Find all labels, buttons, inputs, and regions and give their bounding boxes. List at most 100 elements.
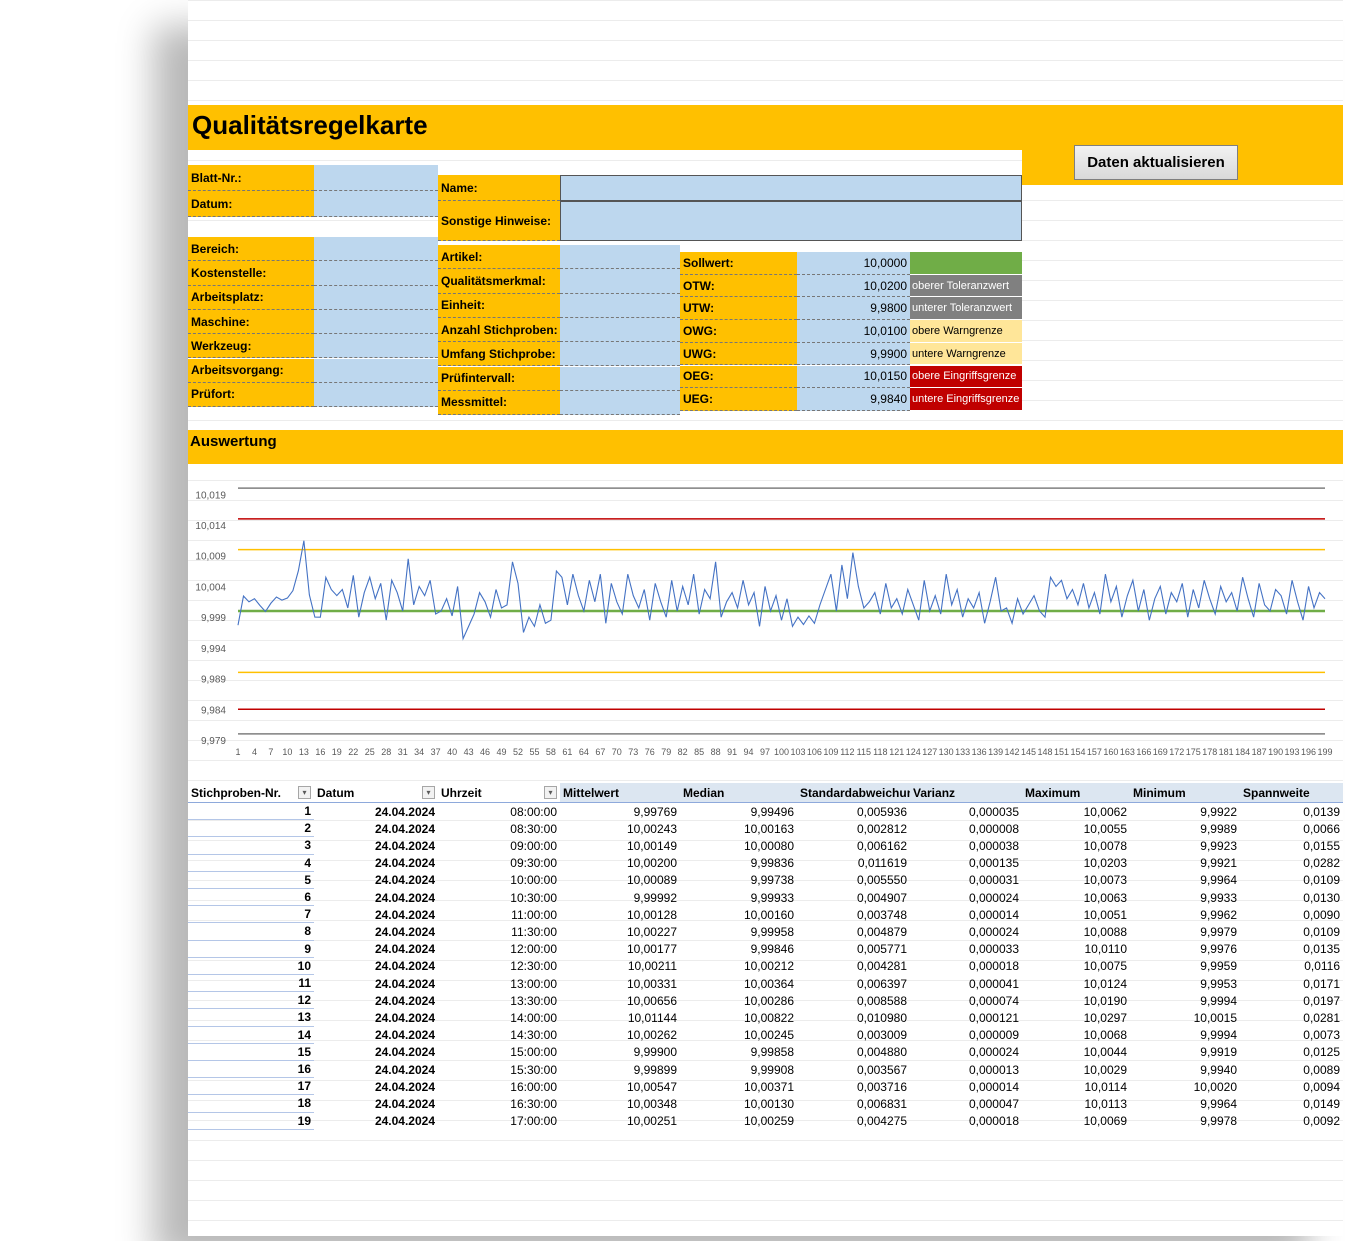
table-cell: 0,0155: [1303, 838, 1340, 853]
table-cell: 10,00371: [743, 1079, 794, 1094]
detail-input: [560, 390, 680, 416]
x-tick-label: 172: [1169, 747, 1184, 757]
detail-label: Kostenstelle:: [188, 261, 314, 286]
table-cell: 9,9994: [1200, 993, 1237, 1008]
table-header: Median: [680, 783, 797, 803]
limit-value: 9,9840: [797, 388, 910, 411]
filter-button[interactable]: ▾: [544, 786, 557, 799]
table-cell: 9,9978: [1200, 1114, 1237, 1129]
limit-label: OEG:: [680, 365, 797, 389]
table-cell: 9,9964: [1200, 873, 1237, 888]
limit-value: 10,0150: [797, 365, 910, 389]
table-cell: 24.04.2024: [374, 976, 435, 991]
table-cell: 0,011619: [857, 856, 907, 871]
table-cell: 0,000014: [968, 1079, 1019, 1094]
filter-button[interactable]: ▾: [298, 786, 311, 799]
table-cell: 24.04.2024: [374, 942, 435, 957]
x-tick-label: 37: [431, 747, 441, 757]
table-cell: 10,0063: [1083, 890, 1127, 905]
x-tick-label: 10: [282, 747, 292, 757]
table-cell: 9,9933: [1200, 890, 1237, 905]
update-button[interactable]: Daten aktualisieren: [1074, 145, 1238, 180]
x-tick-label: 43: [464, 747, 474, 757]
title-bar: [188, 105, 1343, 150]
field-input: [560, 175, 1022, 201]
table-cell: 24.04.2024: [374, 959, 435, 974]
x-tick-label: 82: [678, 747, 688, 757]
table-cell: 0,0109: [1303, 873, 1340, 888]
table-cell: 12:30:00: [510, 959, 557, 974]
detail-input: [560, 317, 680, 343]
table-cell: 0,008588: [856, 993, 907, 1008]
limit-label: UTW:: [680, 297, 797, 321]
table-cell: 10,0044: [1083, 1045, 1127, 1060]
x-tick-label: 109: [823, 747, 838, 757]
limit-value: 10,0000: [797, 252, 910, 275]
table-cell: 6: [188, 889, 314, 907]
x-tick-label: 49: [497, 747, 507, 757]
table-cell: 15:00:00: [510, 1045, 557, 1060]
table-header: Datum: [314, 783, 438, 803]
table-cell: 9,9979: [1200, 924, 1237, 939]
x-tick-label: 58: [546, 747, 556, 757]
table-cell: 15:30:00: [510, 1062, 557, 1077]
table-cell: 10,0075: [1083, 959, 1127, 974]
table-header: Mittelwert: [560, 783, 680, 803]
x-tick-label: 46: [480, 747, 490, 757]
table-cell: 24.04.2024: [374, 1114, 435, 1129]
y-tick-label: 9,984: [201, 705, 226, 716]
table-cell: 9,99908: [750, 1062, 794, 1077]
x-tick-label: 175: [1186, 747, 1201, 757]
field-label: Blatt-Nr.:: [188, 165, 314, 191]
x-tick-label: 73: [628, 747, 638, 757]
table-cell: 08:00:00: [510, 804, 557, 819]
table-cell: 17:00:00: [510, 1114, 557, 1129]
table-cell: 0,0109: [1303, 924, 1340, 939]
table-cell: 0,000009: [968, 1028, 1019, 1043]
table-cell: 0,003716: [856, 1079, 907, 1094]
x-tick-label: 157: [1087, 747, 1102, 757]
table-cell: 10,00130: [743, 1096, 794, 1111]
table-cell: 0,005771: [856, 942, 907, 957]
table-cell: 0,0092: [1303, 1114, 1340, 1129]
y-tick-label: 10,009: [195, 552, 226, 563]
limit-label: OTW:: [680, 274, 797, 298]
detail-input: [560, 293, 680, 318]
detail-input: [560, 245, 680, 270]
table-cell: 0,0135: [1303, 942, 1340, 957]
table-cell: 9,99958: [750, 924, 794, 939]
table-cell: 10,00547: [626, 1079, 677, 1094]
field-input: [314, 165, 438, 191]
table-cell: 9,99858: [750, 1045, 794, 1060]
table-cell: 0,0066: [1303, 821, 1340, 836]
detail-label: Einheit:: [438, 293, 560, 318]
table-cell: 0,010980: [856, 1010, 907, 1025]
table-cell: 15: [188, 1044, 314, 1061]
table-cell: 14: [188, 1027, 314, 1044]
x-tick-label: 136: [972, 747, 987, 757]
x-tick-label: 193: [1285, 747, 1300, 757]
table-cell: 0,000018: [968, 959, 1019, 974]
x-tick-label: 7: [268, 747, 273, 757]
detail-label: Prüfort:: [188, 382, 314, 408]
x-tick-label: 142: [1005, 747, 1020, 757]
x-tick-label: 187: [1252, 747, 1267, 757]
x-tick-label: 64: [579, 747, 589, 757]
table-cell: 10:00:00: [510, 873, 557, 888]
x-tick-label: 91: [727, 747, 737, 757]
table-cell: 10,00245: [743, 1028, 794, 1043]
filter-button[interactable]: ▾: [422, 786, 435, 799]
limit-label: UEG:: [680, 388, 797, 411]
table-cell: 5: [188, 872, 314, 889]
table-cell: 10,00286: [743, 993, 794, 1008]
x-tick-label: 112: [840, 747, 854, 757]
table-cell: 0,004879: [856, 924, 907, 939]
table-cell: 0,000135: [968, 856, 1019, 871]
detail-label: Werkzeug:: [188, 334, 314, 359]
table-cell: 0,002812: [856, 821, 907, 836]
table-cell: 9,99738: [750, 873, 794, 888]
x-tick-label: 19: [332, 747, 342, 757]
table-cell: 17: [188, 1078, 314, 1096]
table-cell: 10,00251: [626, 1114, 677, 1129]
y-tick-label: 9,979: [201, 736, 226, 747]
